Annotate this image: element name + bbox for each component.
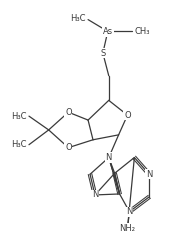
- Text: N: N: [146, 170, 152, 179]
- Text: H₃C: H₃C: [71, 14, 86, 23]
- Text: O: O: [65, 108, 72, 117]
- Text: H₃C: H₃C: [12, 140, 27, 149]
- Text: N: N: [92, 190, 98, 200]
- Text: N: N: [126, 207, 133, 216]
- Text: CH₃: CH₃: [134, 27, 150, 36]
- Text: NH₂: NH₂: [119, 224, 135, 233]
- Text: N: N: [106, 153, 112, 162]
- Text: O: O: [124, 111, 131, 120]
- Text: As: As: [103, 27, 113, 36]
- Text: S: S: [100, 48, 105, 58]
- Text: H₃C: H₃C: [12, 112, 27, 121]
- Text: O: O: [65, 143, 72, 152]
